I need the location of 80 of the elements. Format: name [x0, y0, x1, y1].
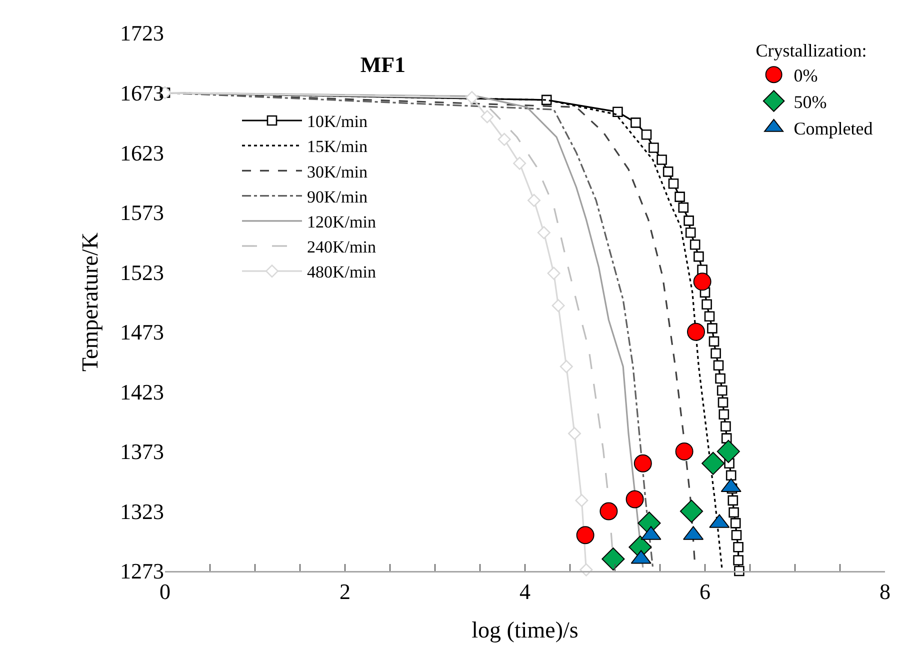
x-tick-label: 4 — [520, 578, 530, 604]
point — [560, 360, 573, 374]
y-tick-label: 1323 — [120, 498, 164, 524]
point — [648, 142, 659, 153]
legend-label: 480K/min — [307, 262, 376, 282]
point — [728, 495, 738, 506]
point — [465, 91, 478, 104]
y-axis-title: Temperature/K — [77, 232, 102, 372]
legend-label: 10K/min — [307, 112, 368, 132]
legend-label: Completed — [794, 118, 873, 138]
point — [716, 440, 740, 463]
point — [716, 385, 728, 396]
point — [602, 547, 625, 571]
point — [600, 502, 618, 520]
point — [718, 397, 728, 408]
point — [718, 409, 730, 420]
point — [576, 526, 594, 544]
point — [685, 228, 696, 238]
point — [641, 129, 652, 140]
point — [498, 132, 511, 146]
point — [634, 454, 652, 472]
point — [702, 452, 725, 475]
point — [694, 251, 704, 262]
point — [708, 336, 720, 347]
x-tick-label: 8 — [880, 578, 890, 604]
point — [668, 178, 679, 189]
point — [528, 194, 540, 207]
y-tick-label: 1423 — [120, 379, 164, 404]
point — [730, 518, 741, 528]
point — [704, 311, 715, 322]
y-tick-label: 1673 — [120, 80, 164, 106]
y-tick-label: 1573 — [120, 200, 164, 226]
legend-label: 0% — [794, 66, 818, 86]
point — [702, 299, 712, 310]
y-tick-label: 1373 — [120, 439, 164, 464]
x-tick-label: 6 — [700, 578, 710, 604]
point — [707, 323, 718, 334]
legend-label: 120K/min — [307, 212, 376, 232]
point — [568, 427, 581, 440]
x-tick-label: 2 — [340, 578, 350, 604]
x-axis-title: log (time)/s — [472, 617, 578, 642]
legend-label: 50% — [794, 92, 827, 112]
point — [612, 106, 623, 118]
y-tick-label: 1473 — [120, 320, 164, 345]
legend-label: 30K/min — [307, 162, 368, 182]
legend-label: 15K/min — [307, 137, 368, 156]
point — [693, 272, 712, 291]
legend-label: 90K/min — [307, 187, 368, 206]
point — [674, 192, 685, 202]
point — [728, 507, 739, 518]
point — [480, 110, 494, 124]
point — [733, 542, 744, 552]
text: MF1 — [360, 52, 406, 78]
point — [537, 226, 550, 240]
point — [680, 500, 704, 523]
point — [731, 530, 742, 540]
y-tick-label: 1623 — [120, 140, 164, 166]
point — [662, 166, 674, 177]
point — [684, 216, 694, 226]
point — [675, 442, 694, 460]
point — [547, 266, 560, 280]
point — [552, 299, 565, 312]
point — [656, 154, 667, 165]
point — [726, 470, 736, 481]
point — [710, 348, 721, 359]
y-tick-label: 1723 — [120, 20, 164, 46]
point — [713, 360, 724, 371]
legend-label: 240K/min — [307, 238, 376, 257]
point — [575, 494, 588, 507]
point — [513, 156, 526, 170]
point — [733, 555, 744, 566]
point — [626, 490, 644, 508]
point — [715, 373, 726, 384]
point — [678, 202, 689, 213]
y-tick-label: 1523 — [120, 260, 164, 285]
point — [720, 421, 731, 432]
point — [630, 118, 641, 128]
legend-title: Crystallization: — [756, 40, 867, 60]
point — [687, 322, 705, 341]
point — [690, 239, 700, 250]
